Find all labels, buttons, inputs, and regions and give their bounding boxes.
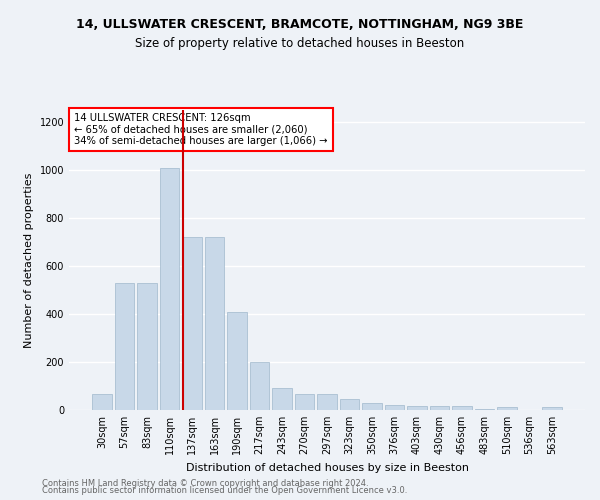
Bar (430, 406, 449, 410)
X-axis label: Distribution of detached houses by size in Beeston: Distribution of detached houses by size … (185, 462, 469, 472)
Bar (317, 394, 337, 410)
Text: Size of property relative to detached houses in Beeston: Size of property relative to detached ho… (136, 38, 464, 51)
Bar (92, 394, 112, 410)
Text: Contains public sector information licensed under the Open Government Licence v3: Contains public sector information licen… (42, 486, 407, 495)
Bar (475, 409, 494, 410)
Bar (295, 394, 314, 410)
Bar (340, 399, 359, 410)
Bar (205, 237, 224, 410)
Bar (160, 168, 179, 410)
Bar (362, 403, 382, 410)
Bar (542, 407, 562, 410)
Bar (182, 237, 202, 410)
Text: 14, ULLSWATER CRESCENT, BRAMCOTE, NOTTINGHAM, NG9 3BE: 14, ULLSWATER CRESCENT, BRAMCOTE, NOTTIN… (76, 18, 524, 30)
Bar (407, 406, 427, 410)
Bar (497, 407, 517, 410)
Bar (115, 283, 134, 410)
Bar (250, 362, 269, 410)
Bar (272, 388, 292, 410)
Bar (137, 283, 157, 410)
Y-axis label: Number of detached properties: Number of detached properties (24, 172, 34, 348)
Bar (227, 312, 247, 410)
Bar (385, 405, 404, 410)
Text: Contains HM Land Registry data © Crown copyright and database right 2024.: Contains HM Land Registry data © Crown c… (42, 478, 368, 488)
Bar (452, 406, 472, 410)
Text: 14 ULLSWATER CRESCENT: 126sqm
← 65% of detached houses are smaller (2,060)
34% o: 14 ULLSWATER CRESCENT: 126sqm ← 65% of d… (74, 113, 328, 146)
